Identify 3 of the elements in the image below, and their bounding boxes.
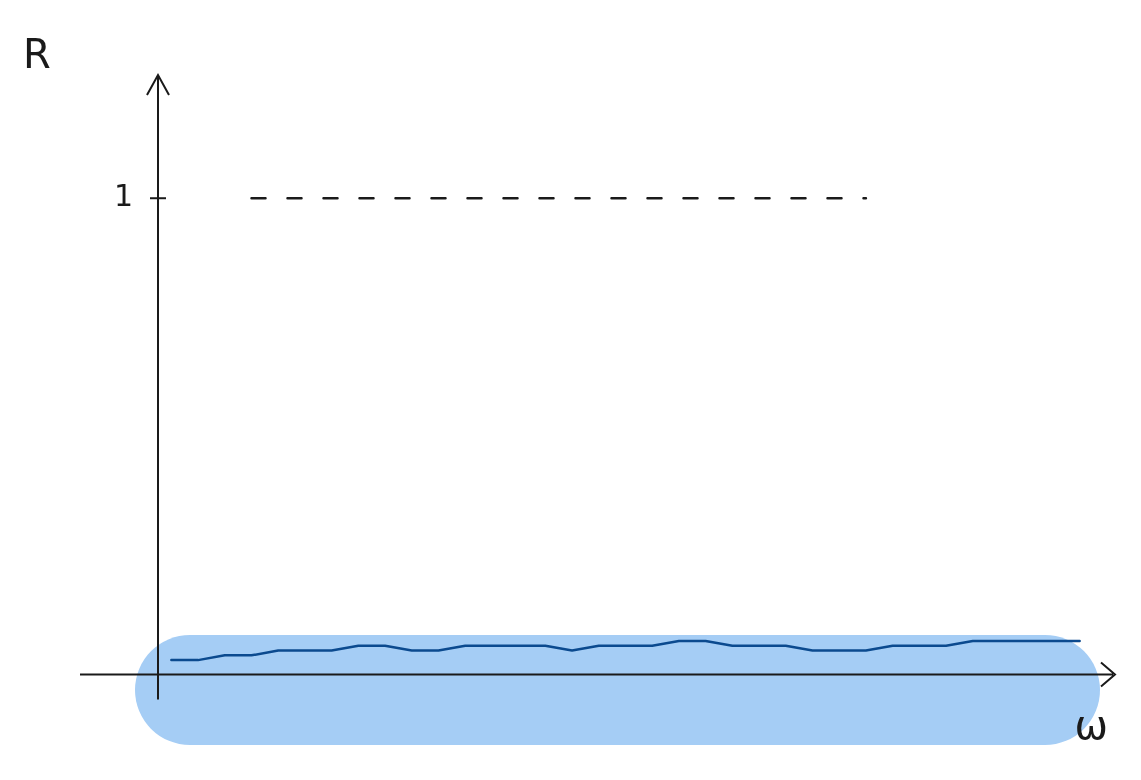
x-axis-title: ω	[1074, 702, 1108, 749]
y-axis-title: R	[23, 31, 51, 77]
text: 1	[113, 178, 133, 214]
